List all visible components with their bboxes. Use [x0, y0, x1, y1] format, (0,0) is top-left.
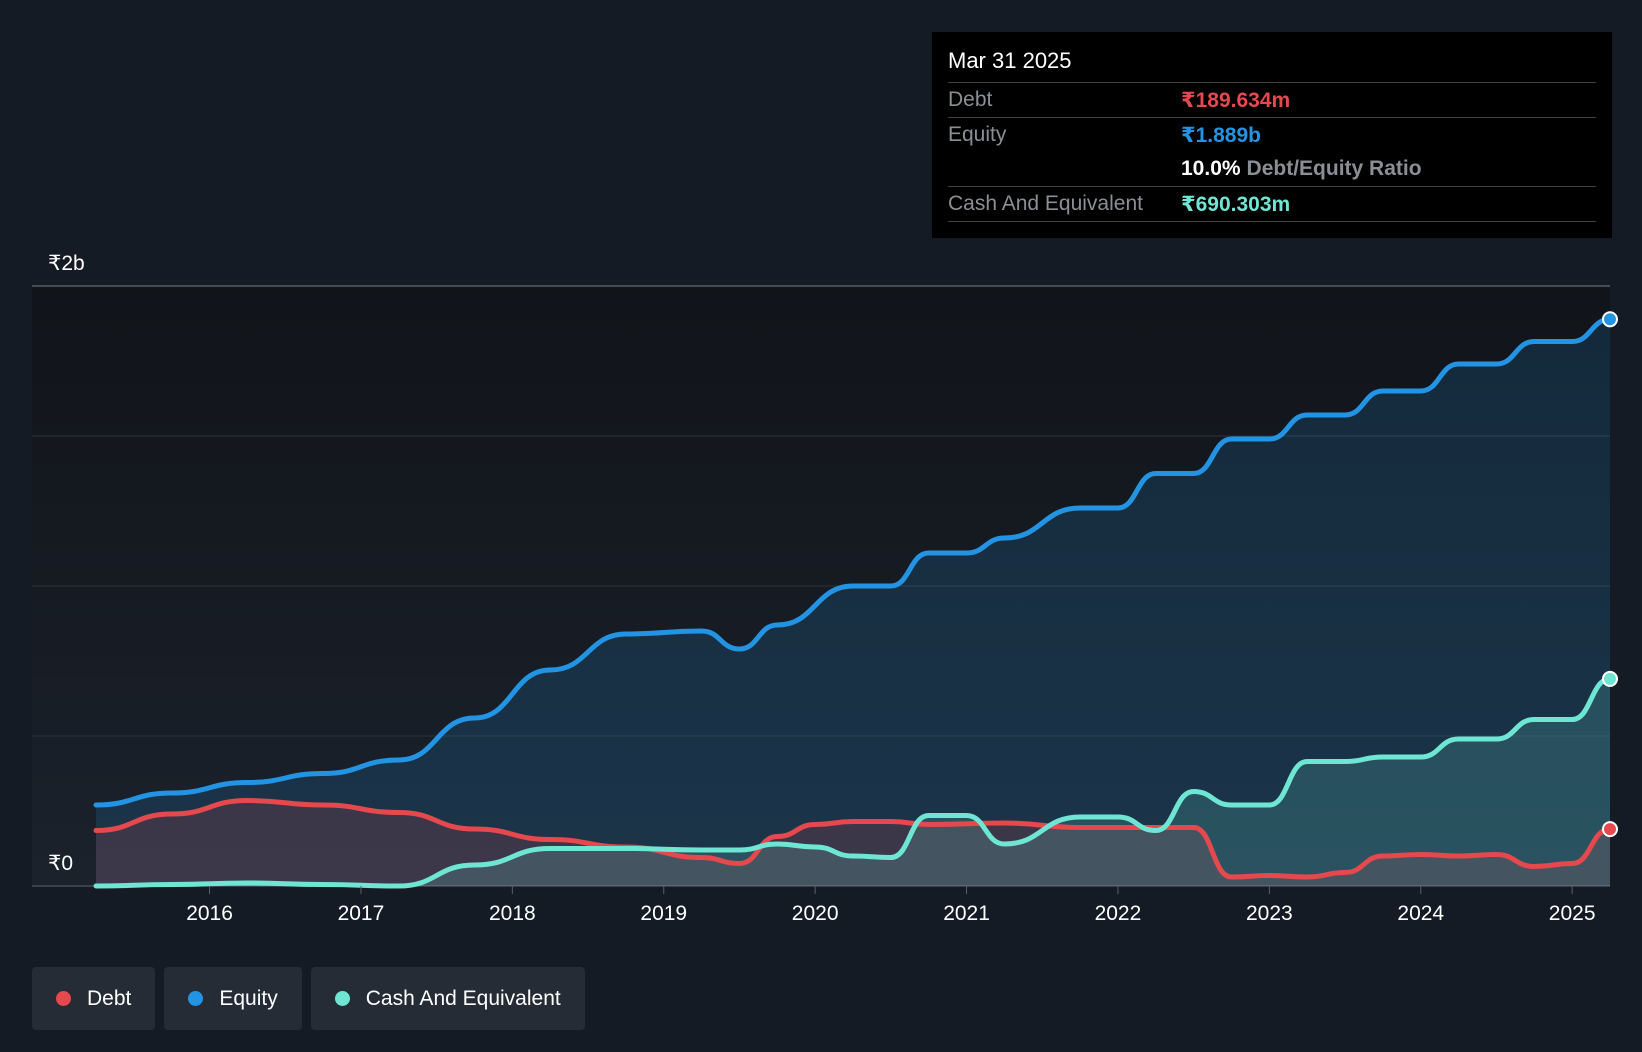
tooltip-ratio-label: Debt/Equity Ratio: [1246, 157, 1422, 180]
tooltip-row-ratio: 10.0% Debt/Equity Ratio: [948, 152, 1596, 186]
tooltip-equity-value: ₹1.889b: [1181, 123, 1261, 147]
x-tick-label: 2021: [943, 902, 990, 925]
x-tick-label: 2016: [186, 902, 233, 925]
legend-dot-equity-icon: [188, 991, 204, 1006]
tooltip-row-debt: Debt ₹189.634m: [948, 82, 1596, 117]
series-lines: [93, 316, 1613, 889]
legend-label-equity: Equity: [219, 986, 278, 1010]
cash-endpoint-marker[interactable]: [1602, 670, 1618, 687]
legend-label-debt: Debt: [87, 986, 132, 1010]
legend: Debt Equity Cash And Equivalent: [32, 967, 594, 1030]
tooltip: Mar 31 2025 Debt ₹189.634m Equity ₹1.889…: [932, 32, 1612, 238]
cash-line[interactable]: [93, 676, 1613, 889]
x-tick-label: 2024: [1397, 902, 1444, 925]
tooltip-row-cash: Cash And Equivalent ₹690.303m: [948, 186, 1596, 222]
series-endpoints: [1602, 311, 1618, 838]
legend-dot-debt-icon: [56, 991, 71, 1006]
x-tick-label: 2020: [792, 902, 839, 925]
equity-area: [96, 319, 1610, 886]
equity-line[interactable]: [93, 316, 1613, 808]
tooltip-equity-label: Equity: [948, 123, 1007, 146]
debt-endpoint-marker[interactable]: [1602, 821, 1618, 838]
tooltip-debt-value: ₹189.634m: [1181, 88, 1291, 112]
tooltip-cash-value: ₹690.303m: [1181, 192, 1291, 216]
legend-item-equity[interactable]: Equity: [164, 967, 302, 1030]
x-tick-label: 2025: [1549, 902, 1596, 925]
legend-item-cash[interactable]: Cash And Equivalent: [310, 967, 585, 1030]
y-axis-bottom-label: ₹0: [48, 852, 73, 875]
tooltip-date: Mar 31 2025: [948, 48, 1072, 73]
debt-line[interactable]: [93, 798, 1613, 880]
tooltip-ratio-value: 10.0%: [1181, 157, 1241, 180]
x-axis-ticks: 2016 2017 2018 2019 2020 2021 2022 2023 2024 2025: [186, 886, 1596, 925]
equity-endpoint-marker[interactable]: [1602, 311, 1618, 328]
cash-area: [96, 678, 1610, 886]
x-tick-label: 2019: [640, 902, 687, 925]
x-tick-label: 2022: [1095, 902, 1142, 925]
y-axis-top-label: ₹2b: [48, 252, 85, 275]
legend-item-debt[interactable]: Debt: [32, 967, 156, 1030]
x-tick-label: 2018: [489, 902, 536, 925]
x-tick-label: 2017: [338, 902, 385, 925]
legend-label-cash: Cash And Equivalent: [365, 986, 561, 1010]
tooltip-debt-label: Debt: [948, 88, 993, 111]
legend-dot-cash-icon: [334, 991, 350, 1006]
tooltip-row-equity: Equity ₹1.889b: [948, 117, 1596, 152]
tooltip-cash-label: Cash And Equivalent: [948, 192, 1143, 215]
x-tick-label: 2023: [1246, 902, 1293, 925]
